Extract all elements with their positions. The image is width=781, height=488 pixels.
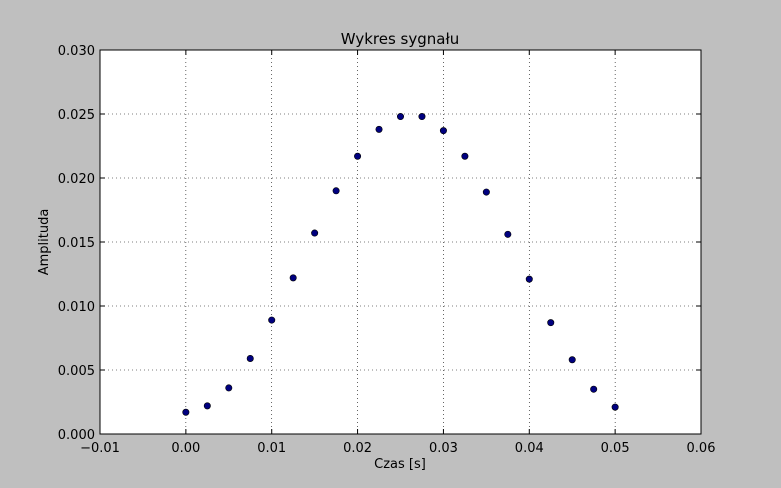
data-point [182,408,190,416]
x-tick-labels: −0.01 0.00 0.01 0.02 0.03 0.04 0.05 0.06 [80,441,715,456]
x-axis-label: Czas [s] [374,457,426,472]
data-point [590,385,598,393]
data-point [504,230,512,238]
y-tick-label: 0.005 [58,364,95,379]
y-tick-label: 0.010 [58,300,95,315]
plot-frame [99,49,702,435]
x-tick-label: −0.01 [80,441,120,456]
x-tick-label: 0.01 [257,441,286,456]
data-point [354,152,362,160]
data-point [611,403,619,411]
data-point [396,113,404,121]
data-point [525,275,533,283]
y-tick-label: 0.030 [58,44,95,59]
y-tick-label: 0.020 [58,172,95,187]
y-tick-labels: 0.000 0.005 0.010 0.015 0.020 0.025 0.030 [58,44,95,443]
data-point [547,319,555,327]
data-point [311,229,319,237]
x-tick-label: 0.05 [601,441,630,456]
y-tick-label: 0.025 [58,108,95,123]
x-tick-label: 0.06 [687,441,716,456]
x-tick-label: 0.04 [515,441,544,456]
data-point [332,187,340,195]
y-axis-label: Amplituda [37,209,52,276]
data-point [568,356,576,364]
data-point [418,113,426,121]
data-point [225,384,233,392]
data-point [289,274,297,282]
y-tick-label: 0.000 [58,428,95,443]
data-point [246,354,254,362]
x-tick-label: 0.03 [429,441,458,456]
chart-title: Wykres sygnału [341,30,459,48]
data-point [439,127,447,135]
x-tick-label: 0.02 [343,441,372,456]
data-points [182,113,619,416]
data-point [482,188,490,196]
x-tick-label: 0.00 [171,441,200,456]
data-point [268,316,276,324]
data-point [461,152,469,160]
data-point [203,402,211,410]
y-tick-label: 0.015 [58,236,95,251]
data-point [375,125,383,133]
